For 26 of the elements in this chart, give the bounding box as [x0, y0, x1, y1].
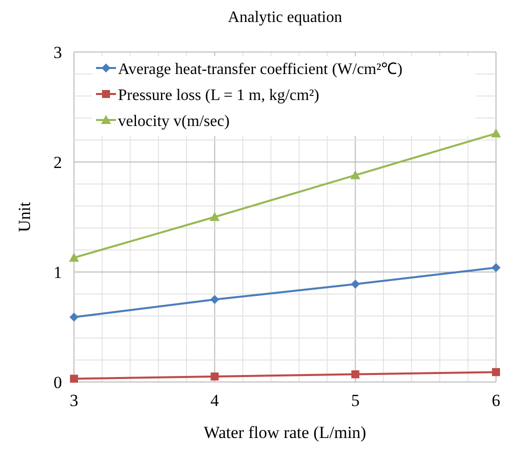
y-tick-label: 2 — [54, 153, 62, 172]
x-tick-label: 3 — [70, 391, 78, 410]
point — [70, 374, 78, 383]
point — [492, 368, 500, 376]
point — [492, 263, 500, 272]
y-axis-title: Unit — [15, 202, 34, 232]
chart-title: Analytic equation — [228, 9, 342, 26]
legend-label: velocity v(m/sec) — [118, 113, 230, 130]
point — [491, 128, 501, 138]
x-axis-title: Water flow rate (L/min) — [204, 423, 366, 442]
y-tick-label: 3 — [54, 43, 62, 62]
legend-label: Pressure loss (L = 1 m, kg/cm²) — [118, 87, 320, 104]
point — [210, 295, 220, 304]
y-tick-label: 0 — [54, 373, 62, 392]
point — [210, 212, 220, 221]
point — [69, 252, 79, 262]
point — [70, 312, 78, 322]
legend-label: Average heat-transfer coefficient (W/cm²℃) — [118, 61, 402, 78]
x-tick-label: 6 — [492, 391, 500, 410]
x-tick-label: 4 — [210, 391, 220, 410]
point — [351, 370, 360, 378]
x-tick-label: 5 — [351, 391, 360, 410]
point — [350, 280, 360, 289]
point — [350, 170, 360, 180]
y-tick-label: 1 — [54, 263, 62, 282]
point — [210, 372, 219, 380]
